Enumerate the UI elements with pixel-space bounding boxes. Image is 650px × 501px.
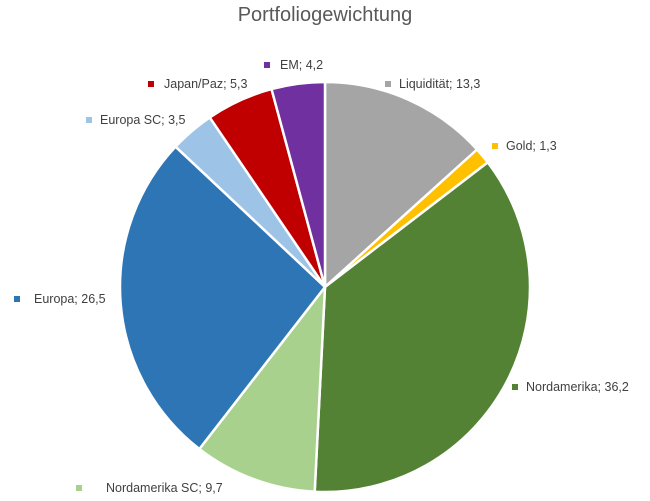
slice-label: Gold; 1,3 — [506, 139, 557, 153]
pie-slice-em — [270, 80, 327, 289]
slice-label: Europa; 26,5 — [34, 292, 106, 306]
slice-label: Nordamerika SC; 9,7 — [106, 481, 223, 495]
data-label: Nordamerika SC; 9,7 — [76, 481, 223, 495]
slice-label: EM; 4,2 — [280, 58, 323, 72]
data-label: Gold; 1,3 — [492, 139, 557, 153]
legend-marker — [148, 81, 154, 87]
data-label: Europa; 26,5 — [14, 292, 106, 306]
pie-slice-nordamerika-sc — [198, 285, 327, 493]
legend-marker — [512, 384, 518, 390]
pie-slice-europa — [118, 145, 327, 451]
legend-marker — [492, 143, 498, 149]
chart-title: Portfoliogewichtung — [237, 4, 413, 26]
legend-marker — [86, 117, 92, 123]
pie-slice-liquidit-t — [323, 80, 479, 289]
slice-label: Liquidität; 13,3 — [399, 77, 480, 91]
data-label: Liquidität; 13,3 — [385, 77, 480, 91]
legend-marker — [264, 62, 270, 68]
legend-marker — [385, 81, 391, 87]
legend-marker — [14, 296, 20, 302]
slice-label: Japan/Paz; 5,3 — [164, 77, 247, 91]
data-label: Europa SC; 3,5 — [86, 113, 186, 127]
pie-slice-nordamerika — [313, 161, 532, 494]
slice-label: Europa SC; 3,5 — [100, 113, 186, 127]
data-label: EM; 4,2 — [264, 58, 323, 72]
slice-label: Nordamerika; 36,2 — [526, 380, 629, 394]
data-label: Nordamerika; 36,2 — [512, 380, 629, 394]
legend-marker — [76, 485, 82, 491]
data-label: Japan/Paz; 5,3 — [148, 77, 247, 91]
